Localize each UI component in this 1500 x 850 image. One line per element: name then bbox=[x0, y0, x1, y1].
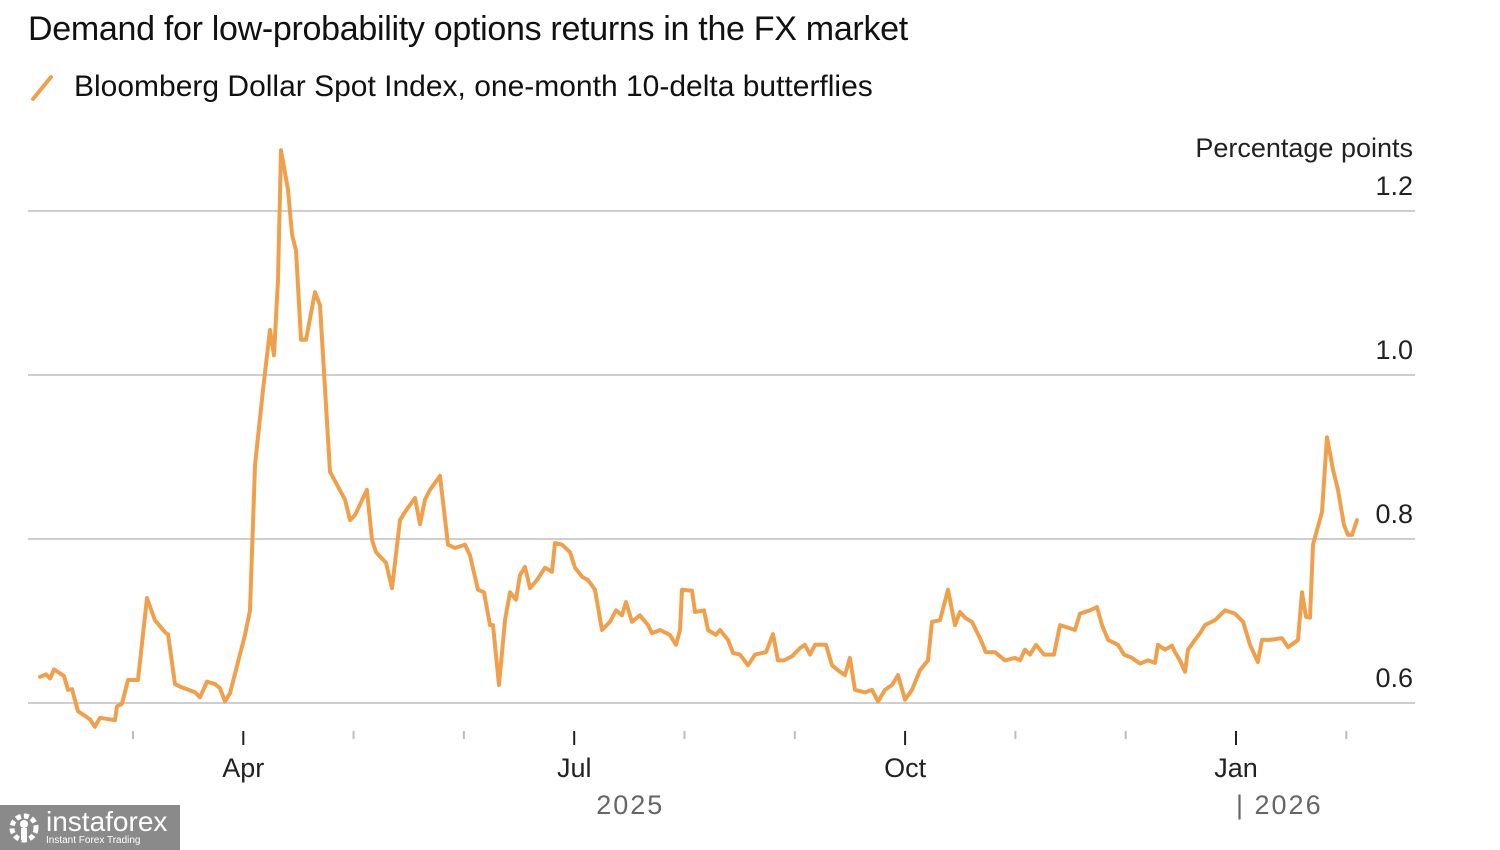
legend-line-icon bbox=[31, 75, 53, 101]
x-tick-label: Jul bbox=[557, 753, 592, 783]
watermark: instaforex Instant Forex Trading bbox=[0, 805, 180, 850]
legend-label: Bloomberg Dollar Spot Index, one-month 1… bbox=[74, 70, 873, 103]
chart-title: Demand for low-probability options retur… bbox=[28, 10, 908, 48]
x-tick-label: Jan bbox=[1214, 753, 1258, 783]
x-tick-label: Apr bbox=[222, 753, 264, 783]
year-label: | 2026 bbox=[1236, 790, 1323, 820]
year-label: 2025 bbox=[596, 790, 664, 820]
y-tick-label: 1.2 bbox=[1375, 171, 1413, 201]
watermark-tagline: Instant Forex Trading bbox=[46, 835, 141, 846]
watermark-brand: instaforex bbox=[46, 806, 168, 837]
gear-logo-icon bbox=[9, 813, 39, 842]
y-tick-label: 1.0 bbox=[1375, 335, 1413, 365]
legend: Bloomberg Dollar Spot Index, one-month 1… bbox=[30, 70, 873, 104]
y-tick-label: 0.6 bbox=[1375, 663, 1413, 693]
y-axis-label: Percentage points bbox=[1195, 133, 1413, 163]
series-line bbox=[38, 148, 1359, 729]
x-tick-label: Oct bbox=[884, 753, 927, 783]
y-tick-label: 0.8 bbox=[1375, 499, 1413, 529]
